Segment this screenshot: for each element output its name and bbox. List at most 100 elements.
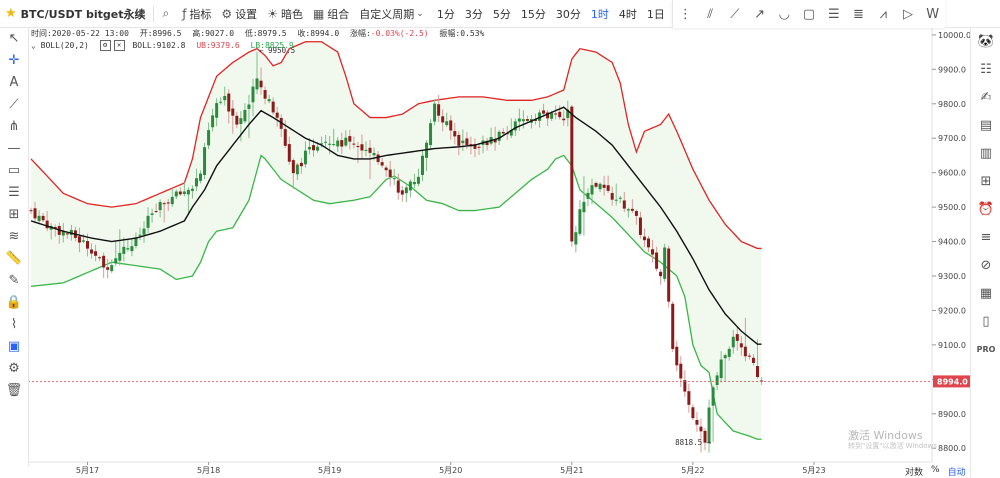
star-icon[interactable]: ★: [5, 6, 17, 21]
combo-label: 组合: [327, 7, 350, 21]
period-4h[interactable]: 4时: [618, 7, 637, 21]
high-label: 高:: [192, 29, 206, 38]
drag-handle-icon[interactable]: ⋮: [678, 6, 692, 22]
settings-list-icon[interactable]: ⚙: [8, 361, 20, 376]
indicators-button[interactable]: ƒ 指标: [177, 0, 216, 27]
arrow-line-icon[interactable]: ↗: [754, 6, 766, 22]
period-1h[interactable]: 1时: [590, 7, 609, 21]
period-15m[interactable]: 15分: [520, 7, 546, 21]
high-value: 9027.0: [205, 29, 235, 38]
candle-body: [231, 108, 235, 116]
candle-body: [723, 355, 727, 359]
candle-body: [178, 191, 182, 195]
lock-icon[interactable]: 🔒: [5, 295, 23, 310]
open-value: 8996.5: [152, 29, 182, 38]
list-icon[interactable]: ≡: [980, 230, 992, 245]
period-3m[interactable]: 3分: [464, 7, 483, 21]
magnet-icon[interactable]: ✎: [8, 273, 20, 288]
x-tick-label: 5月21: [560, 466, 583, 475]
sun-icon: ☀: [267, 6, 278, 21]
bookmark-icon[interactable]: ▣: [7, 339, 21, 354]
pattern-icon[interactable]: ⩘: [879, 6, 887, 22]
trend-channel-icon[interactable]: ⫽: [707, 6, 713, 22]
candle-body: [638, 217, 642, 235]
candle-body: [534, 119, 537, 121]
cursor-arrow-icon[interactable]: ↖: [8, 31, 20, 46]
compass-icon[interactable]: ⊘: [980, 258, 992, 273]
percent-scale-toggle[interactable]: %: [931, 465, 940, 475]
trash-icon[interactable]: 🗑: [5, 383, 23, 398]
document-icon[interactable]: ▯: [982, 314, 990, 329]
candle-body: [695, 419, 699, 425]
candle-body: [634, 211, 638, 216]
period-5m[interactable]: 5分: [492, 7, 511, 21]
candle-body: [477, 146, 481, 148]
watchlist-icon[interactable]: ☷: [980, 62, 992, 77]
arc-icon[interactable]: ◡: [778, 6, 790, 22]
candle-body: [517, 118, 521, 122]
candle-body: [755, 366, 759, 378]
settings-button[interactable]: ⚙ 设置: [216, 0, 262, 27]
boll-lower-line: [30, 154, 762, 440]
search-button[interactable]: ⌕: [157, 0, 177, 27]
candle-body: [671, 303, 675, 349]
auto-scale-toggle[interactable]: 自动: [947, 468, 966, 478]
y-tick-label: 8800.0: [938, 444, 966, 453]
calendar-icon[interactable]: ▦: [979, 286, 993, 301]
candle-body: [118, 252, 122, 261]
theme-button[interactable]: ☀ 暗色: [262, 0, 308, 27]
line-tool-icon[interactable]: ⟋: [9, 97, 19, 112]
panda-logo-icon[interactable]: 🐼: [977, 34, 995, 49]
symbol-selector[interactable]: ★ BTC/USDT bitget永续: [0, 0, 150, 27]
text-tool-icon[interactable]: A: [9, 75, 19, 90]
close-icon[interactable]: ✕: [113, 40, 125, 51]
candle-body: [348, 136, 352, 142]
candle-body: [566, 109, 570, 119]
y-tick-label: 9500.0: [938, 203, 966, 212]
candle-body: [719, 359, 723, 378]
candle-body: [558, 111, 562, 118]
combo-button[interactable]: ▦ 组合: [308, 0, 354, 27]
candle-body: [509, 130, 513, 136]
alarm-icon[interactable]: ⏰: [977, 202, 995, 217]
data-window-icon[interactable]: ▤: [979, 118, 993, 133]
wave-tool-icon[interactable]: ≋: [8, 229, 20, 244]
custom-period-dropdown[interactable]: 自定义周期 ⌄: [354, 0, 432, 27]
period-1m[interactable]: 1分: [436, 7, 455, 21]
log-scale-toggle[interactable]: 对数: [905, 468, 924, 478]
notes-icon[interactable]: ✍: [980, 90, 992, 105]
candle-body: [41, 215, 45, 221]
time-value: 2020-05-22 13:00: [51, 29, 129, 38]
boll-label: BOLL:: [132, 41, 157, 50]
pro-icon[interactable]: PRO: [976, 345, 996, 354]
period-1d[interactable]: 1日: [646, 7, 665, 21]
fib-levels-icon[interactable]: ≣: [853, 6, 864, 22]
pitchfork-icon[interactable]: ⋔: [8, 119, 20, 134]
last-price-value: 8994.0: [937, 377, 968, 386]
rectangle-icon[interactable]: ▢: [802, 6, 816, 22]
wave-icon[interactable]: W: [926, 6, 940, 22]
eye-icon[interactable]: ⌇: [10, 317, 18, 332]
rectangle-tool-icon[interactable]: ▭: [7, 163, 21, 178]
ray-line-icon[interactable]: ⟋: [730, 6, 740, 22]
period-30m[interactable]: 30分: [555, 7, 581, 21]
boll-name: BOLL(20,2): [40, 41, 89, 50]
crosshair-icon[interactable]: ✛: [8, 53, 20, 68]
grid-tool-icon[interactable]: ⊞: [8, 207, 20, 222]
candle-body: [162, 203, 166, 205]
projection-icon[interactable]: ▷: [902, 6, 913, 22]
ruler-icon[interactable]: 📏: [5, 251, 23, 266]
horizontal-line-icon[interactable]: —: [7, 141, 21, 156]
y-tick-label: 9200.0: [938, 306, 966, 315]
settings-icon[interactable]: ⚙: [99, 40, 111, 51]
parallel-lines-icon[interactable]: ☰: [827, 6, 840, 22]
calculator-icon[interactable]: ⊞: [980, 174, 992, 189]
bar-chart-icon[interactable]: ▥: [979, 146, 993, 161]
candle-body: [465, 138, 469, 146]
fib-tool-icon[interactable]: ☰: [8, 185, 20, 200]
candle-body: [247, 104, 251, 109]
collapse-icon[interactable]: ⌄: [31, 41, 36, 50]
candle-body: [53, 227, 57, 229]
candle-body: [295, 164, 299, 175]
